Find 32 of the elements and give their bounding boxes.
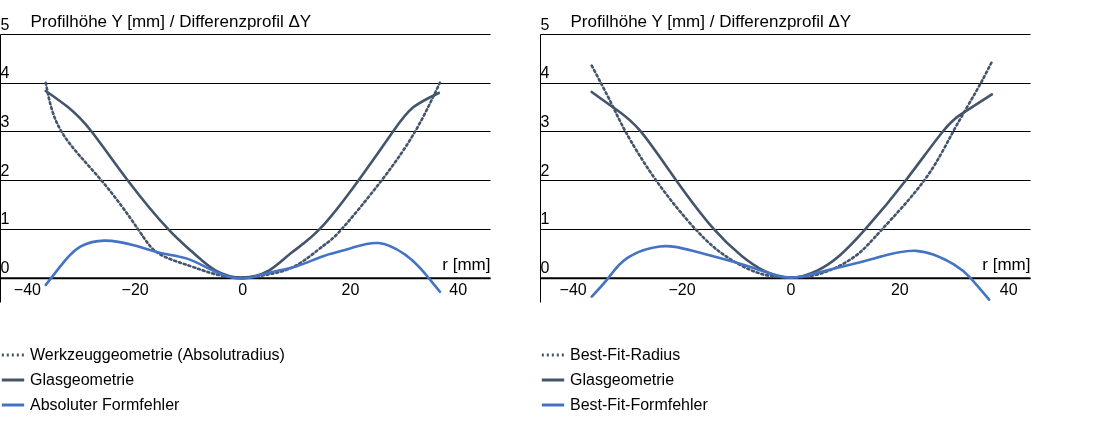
- x-tick-label: 20: [341, 281, 360, 299]
- y-tick-label: 0: [540, 259, 550, 277]
- x-tick-label: −40: [559, 281, 587, 299]
- x-tick-label: −20: [668, 281, 696, 299]
- y-tick-label: 1: [540, 210, 550, 228]
- y-tick-label: 4: [0, 64, 10, 82]
- y-axis-title: Profilhöhe Y [mm] / Differenzprofil ΔY: [30, 11, 312, 31]
- y-tick-label: 2: [0, 161, 10, 179]
- legend-label: Best-Fit-Formfehler: [570, 396, 709, 413]
- x-tick-label: 0: [238, 281, 248, 299]
- x-tick-label: 20: [890, 281, 909, 299]
- y-tick-label: 3: [540, 112, 550, 130]
- x-tick-label: −20: [121, 281, 149, 299]
- x-axis-title: r [mm]: [442, 255, 491, 275]
- x-tick-label: −40: [13, 281, 42, 299]
- legend-label: Glasgeometrie: [30, 371, 135, 388]
- y-tick-label: 2: [540, 161, 550, 179]
- legend-label: Glasgeometrie: [570, 371, 675, 388]
- x-tick-label: 40: [999, 281, 1018, 299]
- legend-label: Absoluter Formfehler: [30, 396, 181, 413]
- x-axis-title: r [mm]: [982, 255, 1031, 275]
- x-tick-label: 0: [786, 281, 796, 299]
- y-tick-label: 3: [0, 112, 10, 130]
- y-tick-label: 5: [0, 15, 10, 33]
- y-tick-label: 0: [0, 259, 10, 277]
- x-tick-label: 40: [449, 281, 468, 299]
- y-tick-label: 1: [0, 210, 10, 228]
- y-axis-title: Profilhöhe Y [mm] / Differenzprofil ΔY: [570, 11, 852, 31]
- y-tick-label: 4: [540, 64, 550, 82]
- y-tick-label: 5: [540, 15, 550, 33]
- legend-label: Best-Fit-Radius: [570, 346, 681, 363]
- legend-label: Werkzeuggeometrie (Absolutradius): [30, 346, 285, 363]
